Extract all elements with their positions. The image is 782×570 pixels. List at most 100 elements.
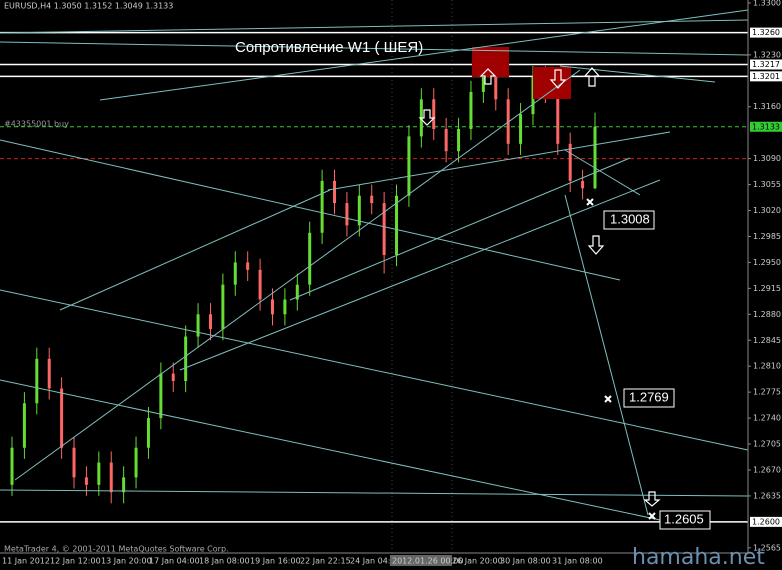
level-label-box [750,121,782,132]
candle-body [593,126,597,189]
level-label: 1.3217 [752,60,780,69]
y-tick-label: 1.3160 [753,102,781,111]
candle-body [568,143,572,181]
candle-body [270,299,274,315]
candle-body [407,136,411,196]
markers [586,198,656,520]
y-tick-label: 1.2985 [753,232,781,241]
candle-body [84,477,88,485]
level-label-box [750,516,782,527]
y-tick-label: 1.2775 [753,388,781,397]
candle-body [72,447,76,478]
x-tick-label: 11 Jan 2012 [2,557,50,566]
candle-body [258,269,262,300]
candle-body [208,314,212,330]
annotation: 1.3008 [610,211,650,226]
order-label: #43355001 buy [4,120,69,129]
x-tick-label: 31 Jan 08:00 [552,557,603,566]
candle-body [109,462,113,493]
candle-body [581,180,585,189]
y-tick-label: 1.2705 [753,440,781,449]
candle-body [320,180,324,233]
candle-body [494,69,498,100]
x-tick-label: 22 Jan 22:15 [300,557,351,566]
candle-body [432,99,436,129]
candle-body [295,284,299,300]
candle-body [556,91,560,144]
level-label: 1.2600 [752,517,780,526]
watermark: hamaha.net [632,545,765,570]
candle-body [196,314,200,337]
time-highlight [390,555,452,566]
level-label-box [750,59,782,70]
y-tick-label: 1.2740 [753,414,781,423]
level-label-box [750,71,782,82]
header: EURUSD,H4 1.3050 1.3152 1.3049 1.3133 [4,2,173,11]
candle-body [97,462,101,485]
x-tick-label: 12 Jan 12:00 [50,557,101,566]
y-tick-label: 1.2915 [753,284,781,293]
x-tick-label: 19 Jan 16:00 [250,557,301,566]
candle-body [308,232,312,285]
candle-body [444,128,448,152]
candle-body [60,388,64,448]
candle-body [146,418,150,448]
candle-body [345,203,349,226]
annotation: 1.2769 [629,389,669,404]
arrows [418,67,661,507]
candle-body [333,180,337,204]
y-tick-label: 1.2950 [753,258,781,267]
candle-body [357,195,361,226]
candle-body [159,373,163,419]
candle-body [221,284,225,330]
y-tick-label: 1.2670 [753,465,781,474]
candle-body [134,447,138,478]
candle-body [233,262,237,285]
candle-body [171,373,175,382]
candle-body [531,77,535,115]
annotation-boxes [603,210,711,530]
candle-body [395,195,399,256]
y-tick-label: 1.2880 [753,310,781,319]
y-tick-label: 1.3020 [753,206,781,215]
footer: MetaTrader 4, © 2001-2011 MetaQuotes Sof… [4,545,229,554]
candle-body [370,195,374,204]
candle-body [519,114,523,144]
level-label: 1.3133 [752,122,780,131]
x-tick-label: 17 Jan 04:00 [149,557,200,566]
y-tick-label: 1.3055 [753,180,781,189]
y-tick-label: 1.3230 [753,50,781,59]
candle-body [22,403,26,448]
level-label-box [750,27,782,38]
trendlines [0,9,749,521]
x-tick-label: 2012.01.26 00:00 [392,557,463,566]
x-tick-label: 26 Jan 20:00 [452,557,503,566]
x-tick-label: 30 Jan 08:00 [500,557,551,566]
x-tick-label: 24 Jan 04:00 [350,557,401,566]
level-label: 1.3260 [752,28,780,37]
y-tick-label: 1.2635 [753,491,781,500]
y-tick-label: 1.2810 [753,362,781,371]
y-tick-label: 1.2565 [753,543,781,552]
y-tick-label: 1.3090 [753,154,781,163]
grid [391,0,453,553]
y-tick-label: 1.3300 [753,0,781,7]
candle-body [47,358,51,389]
candle-body [283,299,287,315]
candle-body [10,447,14,485]
candle-body [246,262,250,270]
candle-body [469,91,473,129]
candle-body [382,203,386,256]
candle-body [184,336,188,382]
chart-title: Сопротивление W1 ( ШЕЯ) [235,39,423,56]
candle-body [481,69,485,92]
candle-body [122,477,126,493]
x-tick-label: 13 Jan 20:00 [101,557,152,566]
level-label: 1.3201 [752,72,780,81]
x-tick-label: 18 Jan 08:00 [199,557,250,566]
annotation: 1.2605 [664,511,704,526]
y-tick-label: 1.2845 [753,336,781,345]
candle-body [457,128,461,152]
